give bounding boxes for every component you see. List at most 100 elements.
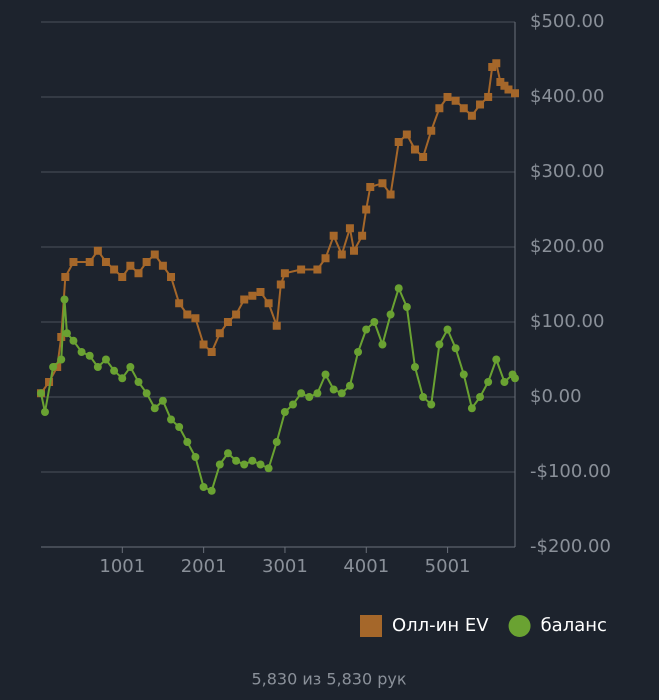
- point: [500, 378, 509, 386]
- point: [451, 344, 460, 353]
- point: [321, 370, 330, 379]
- point: [199, 340, 208, 349]
- point: [410, 363, 419, 371]
- point: [53, 363, 62, 371]
- point: [69, 336, 78, 345]
- point: [402, 303, 411, 311]
- point: [488, 63, 497, 71]
- point: [93, 363, 102, 371]
- point: [57, 355, 66, 364]
- point: [419, 393, 428, 401]
- point: [118, 273, 127, 281]
- point: [297, 389, 306, 398]
- legend-marker: [508, 615, 531, 637]
- point: [378, 340, 387, 349]
- point: [62, 329, 71, 338]
- series-line: [40, 61, 516, 394]
- point: [280, 269, 289, 278]
- point: [386, 310, 395, 319]
- point: [467, 404, 476, 413]
- point: [492, 59, 501, 68]
- point: [223, 318, 232, 326]
- point: [435, 340, 444, 349]
- point: [337, 389, 346, 398]
- point: [500, 81, 509, 90]
- point: [362, 205, 371, 214]
- point: [167, 415, 176, 424]
- point: [511, 89, 519, 98]
- point: [378, 179, 387, 188]
- point: [427, 400, 436, 409]
- point: [349, 246, 358, 255]
- point: [358, 231, 367, 240]
- point: [467, 111, 476, 120]
- point: [297, 265, 306, 274]
- point: [134, 269, 143, 278]
- point: [345, 381, 354, 390]
- point: [126, 363, 135, 371]
- point: [45, 378, 54, 386]
- point: [410, 145, 419, 154]
- point: [37, 389, 45, 398]
- point: [329, 385, 338, 394]
- y-tick-label: $0.00: [530, 386, 582, 407]
- point: [126, 261, 135, 270]
- point: [313, 265, 322, 274]
- y-tick-label: $400.00: [530, 86, 604, 107]
- point: [256, 460, 265, 469]
- point: [476, 393, 485, 401]
- point: [459, 370, 468, 379]
- point: [232, 456, 241, 465]
- point: [150, 404, 159, 413]
- point: [199, 483, 208, 491]
- point: [183, 438, 192, 446]
- point: [101, 355, 110, 364]
- y-tick-label: $100.00: [530, 311, 604, 332]
- point: [427, 126, 436, 135]
- y-tick-label: -$100.00: [530, 461, 611, 482]
- x-tick-label: 5001: [425, 556, 471, 577]
- point: [69, 258, 78, 266]
- point: [207, 486, 216, 495]
- point: [167, 273, 176, 281]
- point: [85, 258, 94, 266]
- point: [386, 190, 395, 199]
- legend-label: Олл-ин EV: [392, 615, 489, 636]
- legend-label: баланс: [541, 615, 607, 636]
- point: [215, 460, 224, 469]
- point: [435, 104, 444, 113]
- y-tick-label: -$200.00: [530, 536, 611, 557]
- point: [49, 363, 58, 371]
- point: [511, 374, 519, 383]
- point: [476, 100, 485, 109]
- point: [443, 325, 452, 334]
- point: [93, 246, 102, 255]
- point: [240, 460, 249, 469]
- y-tick-label: $300.00: [530, 161, 604, 182]
- point: [101, 258, 110, 266]
- point: [272, 321, 281, 330]
- point: [191, 453, 200, 461]
- point: [142, 389, 151, 398]
- point: [110, 366, 119, 375]
- point: [77, 348, 86, 356]
- point: [110, 265, 119, 274]
- point: [272, 438, 281, 446]
- point: [394, 138, 403, 146]
- point: [240, 295, 249, 304]
- point: [394, 284, 403, 293]
- point: [354, 348, 363, 356]
- point: [61, 273, 70, 281]
- point: [118, 374, 127, 383]
- x-tick-label: 2001: [181, 556, 227, 577]
- point: [57, 333, 66, 341]
- hand-count: 5,830 из 5,830 рук: [251, 670, 406, 689]
- point: [183, 310, 192, 319]
- point: [402, 130, 411, 139]
- point: [496, 78, 505, 86]
- point: [451, 96, 460, 105]
- x-tick-label: 4001: [343, 556, 389, 577]
- point: [264, 464, 273, 473]
